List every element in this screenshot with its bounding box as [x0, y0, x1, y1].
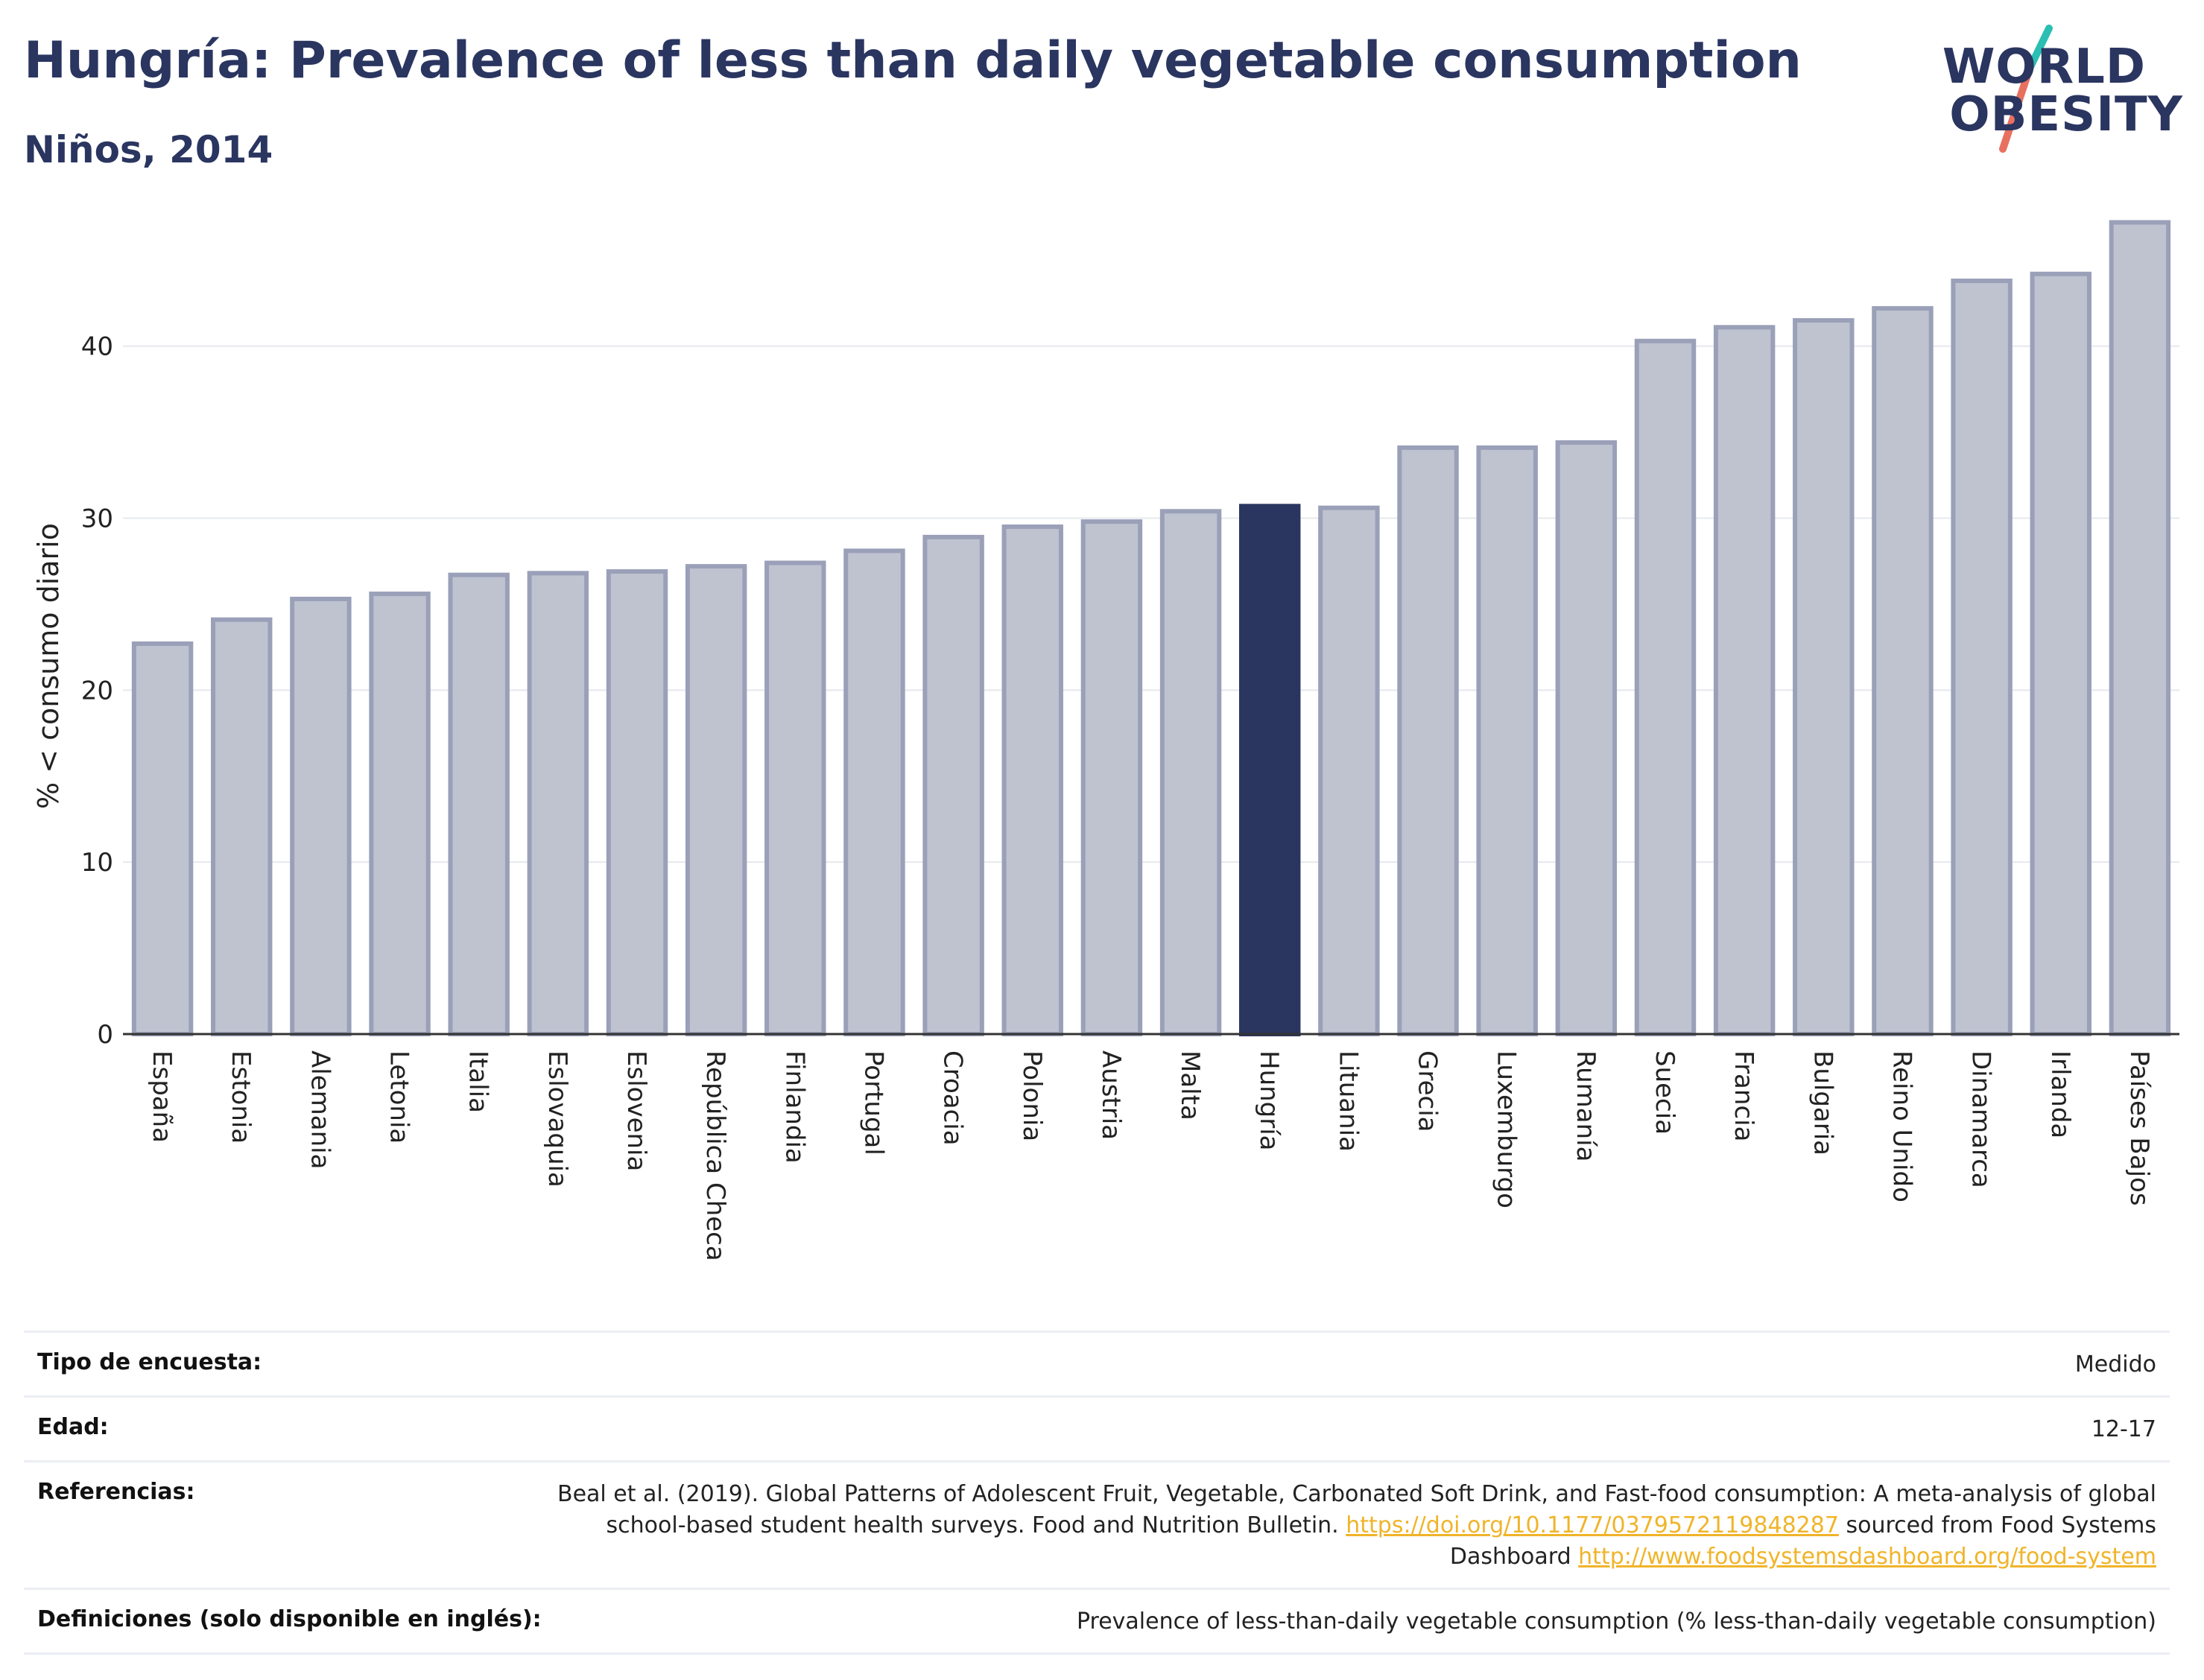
- bar-eslovenia[interactable]: [606, 569, 668, 1036]
- bar-letonia[interactable]: [369, 592, 431, 1036]
- bar-portugal[interactable]: [843, 548, 905, 1036]
- x-tick-label: Portugal: [858, 1050, 888, 1156]
- bar-hungría[interactable]: [1239, 504, 1301, 1036]
- y-tick-label: 10: [81, 848, 113, 878]
- bar-irlanda[interactable]: [2030, 271, 2091, 1036]
- x-tick-label: Letonia: [384, 1050, 414, 1144]
- bar-austria[interactable]: [1080, 519, 1143, 1037]
- x-tick-label: Polonia: [1017, 1050, 1047, 1141]
- bar-estonia[interactable]: [211, 617, 273, 1036]
- y-tick-label: 40: [81, 332, 113, 362]
- survey-type-label: Tipo de encuesta:: [37, 1349, 262, 1375]
- bar-lituania[interactable]: [1318, 505, 1380, 1036]
- bar-polonia[interactable]: [1001, 524, 1063, 1036]
- y-tick-label: 30: [81, 504, 113, 534]
- y-tick-label: 0: [97, 1020, 113, 1050]
- bar-alemania[interactable]: [290, 596, 352, 1036]
- x-tick-label: Irlanda: [2045, 1050, 2075, 1138]
- world-obesity-logo: WORLD OBESITY: [1937, 22, 2183, 156]
- x-tick-label: Croacia: [938, 1050, 968, 1146]
- info-table: Tipo de encuesta: Medido Edad: 12-17 Ref…: [24, 1331, 2170, 1655]
- bar-eslovaquia[interactable]: [527, 571, 589, 1036]
- x-tick-label: Malta: [1175, 1050, 1205, 1120]
- x-tick-label: Estonia: [226, 1050, 256, 1144]
- bar-croacia[interactable]: [922, 534, 984, 1036]
- x-tick-label: Países Bajos: [2124, 1050, 2154, 1206]
- definitions-label: Definiciones (solo disponible en inglés)…: [37, 1606, 542, 1632]
- x-tick-label: Eslovenia: [621, 1050, 651, 1171]
- age-row: Edad: 12-17: [24, 1395, 2170, 1460]
- x-tick-label: Austria: [1096, 1050, 1126, 1140]
- references-text-2: sourced from Food Systems Dashboard: [1449, 1512, 2156, 1570]
- bars: [131, 220, 2171, 1037]
- references-text-1: Beal et al. (2019). Global Patterns of A…: [557, 1481, 2156, 1538]
- x-tick-label: Bulgaria: [1808, 1050, 1837, 1156]
- logo-text-world: WORLD: [1942, 39, 2146, 95]
- bar-grecia[interactable]: [1397, 445, 1459, 1036]
- x-tick-label: Alemania: [305, 1050, 335, 1169]
- definitions-value: Prevalence of less-than-daily vegetable …: [1076, 1608, 2156, 1635]
- bar-españa[interactable]: [131, 641, 194, 1036]
- doi-link[interactable]: https://doi.org/10.1177/0379572119848287: [1346, 1512, 1839, 1538]
- bar-bulgaria[interactable]: [1793, 318, 1855, 1036]
- bar-italia[interactable]: [448, 572, 510, 1036]
- x-axis-labels: España Estonia Alemania Letonia Italia Eslova…: [147, 1050, 2154, 1261]
- chart-title: Hungría: Prevalence of less than daily v…: [24, 31, 1802, 90]
- bar-luxemburgo[interactable]: [1476, 445, 1538, 1036]
- age-label: Edad:: [37, 1414, 109, 1440]
- bar-malta[interactable]: [1159, 509, 1222, 1036]
- bar-rumanía[interactable]: [1555, 440, 1618, 1036]
- bar-reino-unido[interactable]: [1872, 305, 1934, 1036]
- x-tick-label: Hungría: [1254, 1050, 1284, 1151]
- y-axis-label: % < consumo diario: [32, 523, 65, 809]
- y-tick-label: 20: [81, 676, 113, 706]
- bar-chart: 0 10 20 30 40 España Estonia Alemania Letonia It…: [32, 220, 2179, 1261]
- bar-finlandia[interactable]: [764, 560, 826, 1036]
- y-axis-ticks: 0 10 20 30 40: [81, 332, 113, 1050]
- survey-type-value: Medido: [2074, 1351, 2156, 1378]
- x-tick-label: Dinamarca: [1966, 1050, 1996, 1188]
- x-tick-label: Italia: [463, 1050, 493, 1113]
- references-label: Referencias:: [37, 1479, 195, 1505]
- x-tick-label: Finlandia: [779, 1050, 809, 1164]
- references-row: Referencias: Beal et al. (2019). Global …: [24, 1460, 2170, 1588]
- bar-francia[interactable]: [1713, 325, 1776, 1036]
- x-tick-label: Grecia: [1413, 1050, 1443, 1132]
- chart-subtitle: Niños, 2014: [24, 128, 273, 171]
- x-tick-label: Francia: [1729, 1050, 1758, 1141]
- bar-suecia[interactable]: [1634, 338, 1697, 1037]
- x-tick-label: Reino Unido: [1887, 1050, 1916, 1202]
- logo-slash-icon: [1999, 25, 2053, 153]
- references-value: Beal et al. (2019). Global Patterns of A…: [547, 1479, 2170, 1573]
- bar-países-bajos[interactable]: [2109, 220, 2171, 1036]
- x-tick-label: República Checa: [700, 1050, 730, 1261]
- bar-república-checa[interactable]: [685, 564, 747, 1036]
- x-tick-label: Rumanía: [1571, 1050, 1600, 1161]
- survey-type-row: Tipo de encuesta: Medido: [24, 1331, 2170, 1395]
- gridlines: [123, 345, 2179, 863]
- bar-dinamarca[interactable]: [1951, 278, 2013, 1036]
- x-tick-label: Suecia: [1650, 1050, 1679, 1135]
- age-value: 12-17: [2091, 1416, 2156, 1442]
- definitions-row: Definiciones (solo disponible en inglés)…: [24, 1588, 2170, 1655]
- logo-text-obesity: OBESITY: [1949, 87, 2183, 142]
- x-tick-label: Luxemburgo: [1492, 1050, 1521, 1208]
- x-tick-label: España: [147, 1050, 177, 1143]
- food-systems-dashboard-link[interactable]: http://www.foodsystemsdashboard.org/food…: [1578, 1544, 2156, 1570]
- x-tick-label: Eslovaquia: [542, 1050, 572, 1188]
- x-tick-label: Lituania: [1333, 1050, 1363, 1152]
